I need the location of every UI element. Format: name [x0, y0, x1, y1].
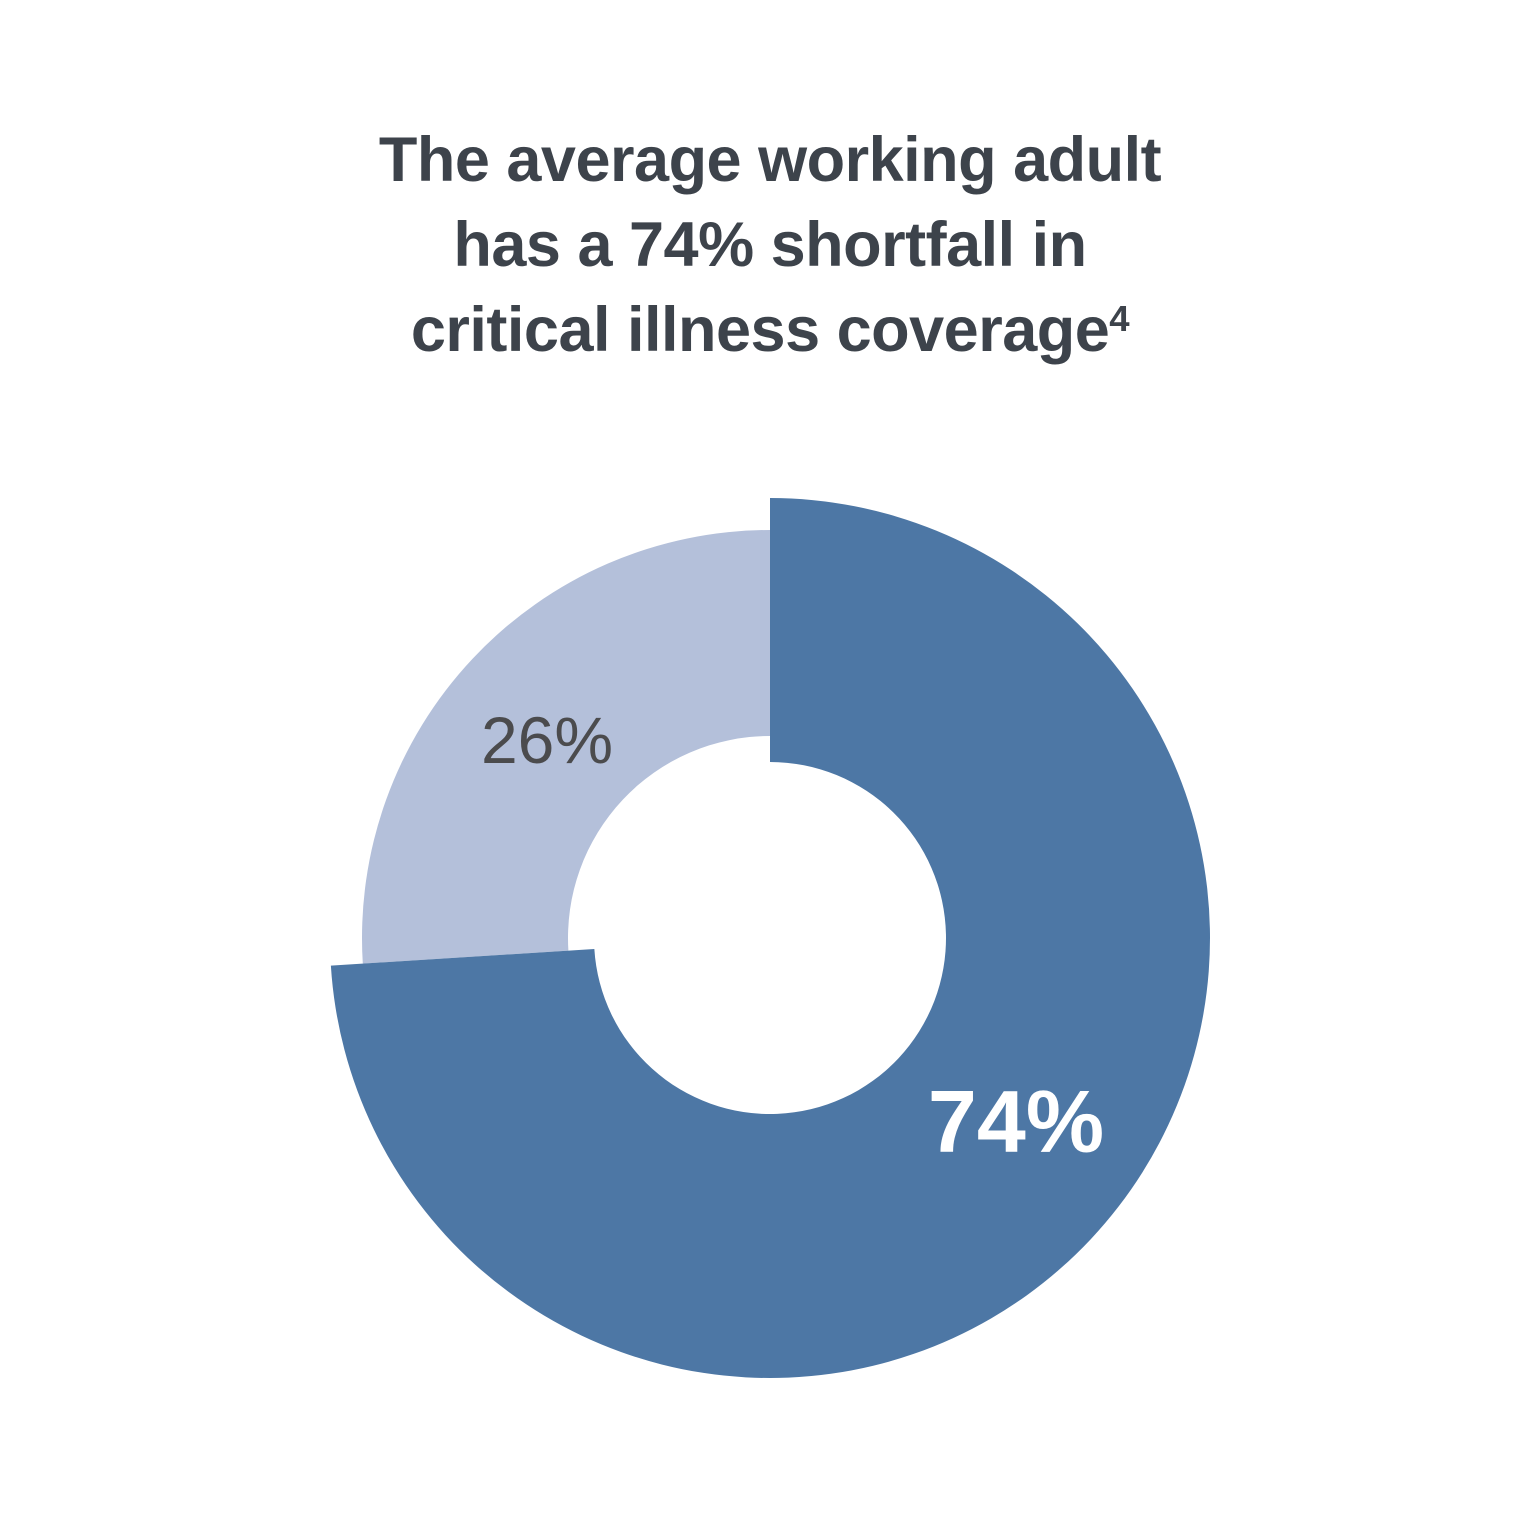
- footnote-marker: 4: [1109, 297, 1130, 339]
- donut-slice-shortfall: [330, 498, 1210, 1379]
- chart-title-line-3: critical illness coverage: [410, 295, 1110, 365]
- donut-slice-covered: [362, 530, 770, 964]
- chart-title-line-1: The average working adult: [378, 125, 1162, 195]
- chart-title-line-2: has a 74% shortfall in: [453, 210, 1087, 280]
- slice-label-74: 74%: [927, 1072, 1105, 1171]
- slice-label-26: 26%: [480, 703, 614, 777]
- chart-title: The average working adult has a 74% shor…: [0, 118, 1540, 381]
